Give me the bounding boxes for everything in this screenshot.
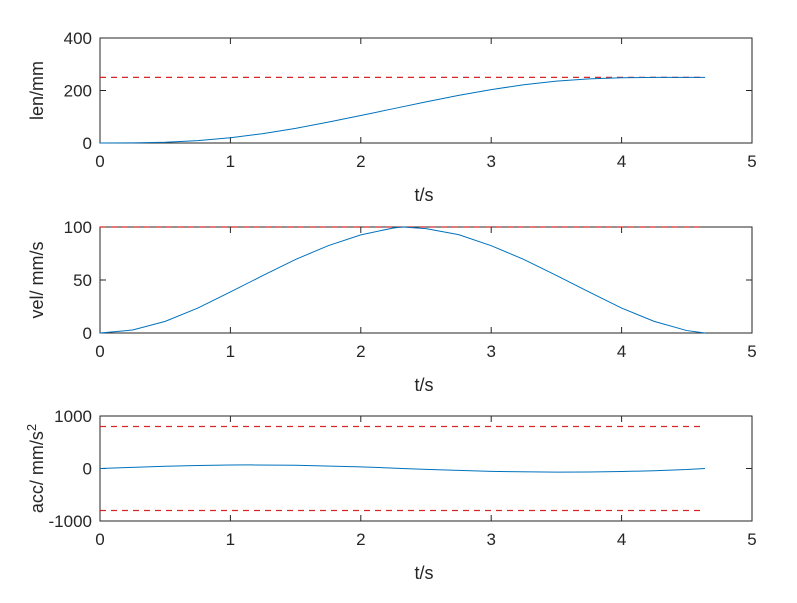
x-tick-label: 3 (486, 152, 495, 171)
y-axis-label-superscript: 2 (24, 424, 39, 431)
x-tick-label: 2 (356, 152, 365, 171)
x-tick-label: 2 (356, 342, 365, 361)
x-tick-label: 3 (486, 530, 495, 549)
y-tick-label: 0 (83, 134, 92, 153)
y-tick-label: 50 (73, 271, 92, 290)
x-tick-label: 5 (747, 530, 756, 549)
x-tick-label: 4 (617, 530, 626, 549)
x-tick-label: 5 (747, 152, 756, 171)
axes-frame (99, 415, 753, 522)
x-tick-label: 0 (95, 342, 104, 361)
x-axis-label: t/s (414, 563, 433, 583)
series-line-1 (99, 464, 706, 473)
y-tick-label: -1000 (49, 512, 92, 531)
x-axis-label: t/s (414, 185, 433, 205)
y-axis-label: len/mm (27, 61, 47, 120)
y-axis-label: acc/ mm/s2 (24, 424, 47, 513)
y-tick-label: 1000 (54, 407, 92, 426)
y-tick-label: 400 (64, 29, 92, 48)
y-axis-label: vel/ mm/s (27, 241, 47, 318)
y-tick-label: 200 (64, 82, 92, 101)
x-axis-label: t/s (414, 375, 433, 395)
y-axis-label-text: vel/ mm/s (27, 241, 47, 318)
x-tick-label: 5 (747, 342, 756, 361)
y-axis-label-text: len/mm (27, 61, 47, 120)
x-tick-label: 4 (617, 152, 626, 171)
axes-frame (99, 226, 753, 334)
series-line-1 (99, 226, 706, 334)
y-tick-label: 0 (83, 460, 92, 479)
x-tick-label: 1 (226, 342, 235, 361)
x-tick-label: 4 (617, 342, 626, 361)
x-tick-label: 2 (356, 530, 365, 549)
subplot-1: 0 1 2 3 4 5 0 200 400 t/s len/mm (27, 29, 757, 205)
x-tick-label: 1 (226, 530, 235, 549)
x-tick-label: 1 (226, 152, 235, 171)
y-axis-label-text: acc/ mm/s (27, 431, 47, 513)
axes-frame (99, 37, 753, 144)
y-tick-label: 0 (83, 324, 92, 343)
series-line-1 (99, 76, 706, 144)
x-tick-label: 0 (95, 530, 104, 549)
x-tick-label: 0 (95, 152, 104, 171)
y-tick-label: 100 (64, 218, 92, 237)
x-tick-label: 3 (486, 342, 495, 361)
